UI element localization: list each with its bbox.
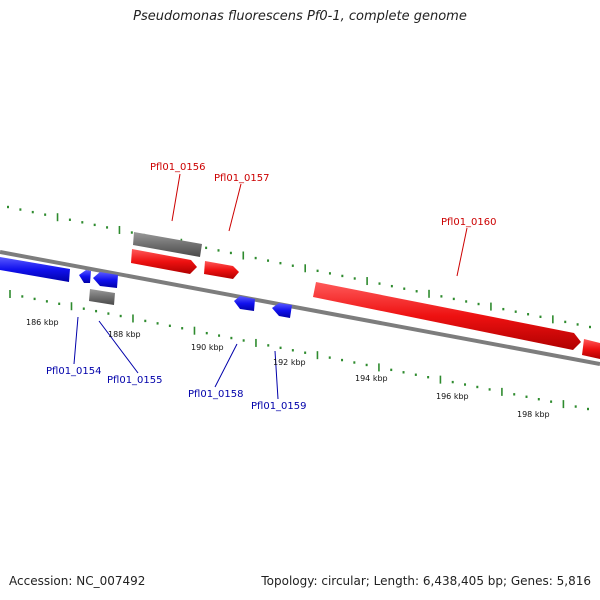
leader-pfl01-0156: [171, 173, 181, 222]
gene-arrow-pfl01-0155-a: [79, 270, 91, 283]
leader-pfl01-0154: [73, 316, 79, 365]
rna-features: [89, 232, 202, 305]
label-pfl01-0159[interactable]: Pfl01_0159: [251, 401, 307, 412]
leader-pfl01-0155: [98, 320, 139, 374]
kbp-labels: 186 kbp 188 kbp 190 kbp 192 kbp 194 kbp …: [26, 318, 550, 419]
label-pfl01-0160[interactable]: Pfl01_0160: [441, 217, 497, 228]
label-pfl01-0154[interactable]: Pfl01_0154: [46, 366, 102, 377]
label-pfl01-0158[interactable]: Pfl01_0158: [188, 389, 244, 400]
gene-arrow-pfl01-0157: [204, 261, 239, 279]
kbp-label-194: 194 kbp: [355, 374, 388, 383]
reverse-genes: [0, 257, 292, 318]
leader-pfl01-0160: [456, 227, 468, 277]
gene-arrow-pfl01-0160: [313, 282, 581, 350]
gene-arrow-next: [582, 339, 600, 359]
gene-arrow-pfl01-0156: [131, 249, 197, 274]
leader-pfl01-0158: [214, 343, 238, 388]
rna-feature-upper: [133, 232, 202, 257]
label-leaders: [73, 173, 468, 400]
gene-arrow-pfl01-0155-b: [93, 272, 118, 288]
map-title: Pseudomonas fluorescens Pf0-1, complete …: [133, 9, 467, 24]
kbp-label-196: 196 kbp: [436, 392, 469, 401]
kbp-label-188: 188 kbp: [108, 330, 141, 339]
forward-genes: [131, 249, 600, 359]
rna-feature-lower: [89, 289, 115, 305]
kbp-label-198: 198 kbp: [517, 410, 550, 419]
label-pfl01-0157[interactable]: Pfl01_0157: [214, 173, 270, 184]
inner-tick-ring: [9, 290, 589, 411]
label-pfl01-0156[interactable]: Pfl01_0156: [150, 162, 206, 173]
genome-backbone: [0, 250, 600, 366]
kbp-label-190: 190 kbp: [191, 343, 224, 352]
gene-arrow-pfl01-0159: [272, 303, 292, 318]
gene-arrow-pfl01-0154: [0, 257, 70, 282]
gene-arrow-pfl01-0158: [234, 296, 255, 311]
accession-text: Accession: NC_007492: [9, 574, 146, 588]
label-pfl01-0155[interactable]: Pfl01_0155: [107, 375, 163, 386]
kbp-label-192: 192 kbp: [273, 358, 306, 367]
genome-summary-text: Topology: circular; Length: 6,438,405 bp…: [261, 574, 591, 588]
leader-pfl01-0159: [274, 350, 279, 400]
leader-pfl01-0157: [228, 183, 242, 232]
gene-labels: Pfl01_0156 Pfl01_0157 Pfl01_0160 Pfl01_0…: [46, 162, 497, 412]
kbp-label-186: 186 kbp: [26, 318, 59, 327]
